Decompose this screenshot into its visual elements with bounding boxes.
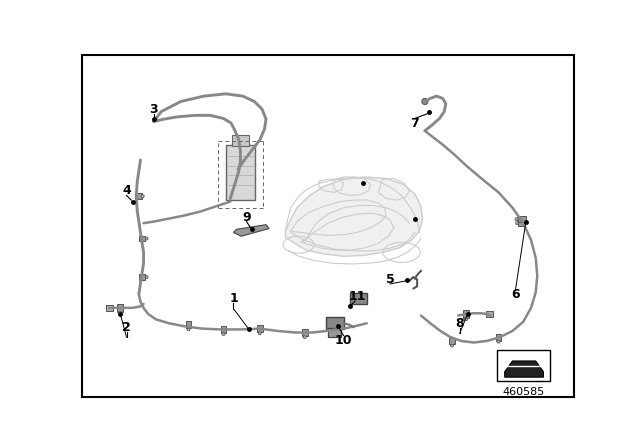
Polygon shape [187, 328, 190, 331]
Polygon shape [141, 194, 144, 198]
Polygon shape [221, 333, 225, 335]
FancyBboxPatch shape [226, 145, 255, 200]
Polygon shape [234, 225, 269, 236]
Polygon shape [463, 310, 469, 318]
Text: 7: 7 [410, 116, 419, 129]
Text: 4: 4 [122, 184, 131, 197]
Polygon shape [138, 236, 145, 241]
Polygon shape [518, 220, 525, 226]
Polygon shape [505, 361, 543, 377]
Polygon shape [516, 221, 518, 225]
Polygon shape [464, 318, 468, 321]
Polygon shape [134, 194, 141, 199]
Text: 6: 6 [511, 288, 520, 301]
Text: 1: 1 [229, 292, 238, 305]
Polygon shape [118, 312, 122, 314]
Polygon shape [515, 217, 518, 221]
Text: 8: 8 [456, 317, 464, 330]
Text: 11: 11 [349, 290, 366, 303]
Polygon shape [145, 276, 148, 279]
Text: 9: 9 [243, 211, 251, 224]
Polygon shape [117, 304, 124, 312]
Polygon shape [518, 216, 525, 222]
Polygon shape [303, 336, 307, 338]
Text: 10: 10 [335, 334, 352, 347]
Text: 2: 2 [122, 321, 131, 334]
Polygon shape [285, 177, 422, 256]
Bar [497, 350, 550, 381]
Polygon shape [302, 329, 308, 336]
FancyBboxPatch shape [326, 317, 344, 329]
Text: 5: 5 [386, 273, 394, 286]
Polygon shape [258, 332, 262, 335]
Polygon shape [138, 274, 145, 280]
Polygon shape [221, 326, 226, 333]
Circle shape [422, 99, 428, 104]
FancyBboxPatch shape [349, 293, 367, 304]
Bar [486, 311, 493, 317]
Bar [106, 305, 113, 311]
Text: 460585: 460585 [502, 387, 545, 397]
Polygon shape [497, 340, 500, 343]
Polygon shape [257, 325, 262, 332]
FancyBboxPatch shape [328, 328, 341, 337]
Polygon shape [449, 337, 455, 345]
Text: 3: 3 [149, 103, 158, 116]
Polygon shape [451, 345, 454, 347]
Polygon shape [496, 334, 501, 340]
Polygon shape [145, 237, 148, 240]
Polygon shape [186, 321, 191, 328]
Bar [232, 135, 249, 146]
